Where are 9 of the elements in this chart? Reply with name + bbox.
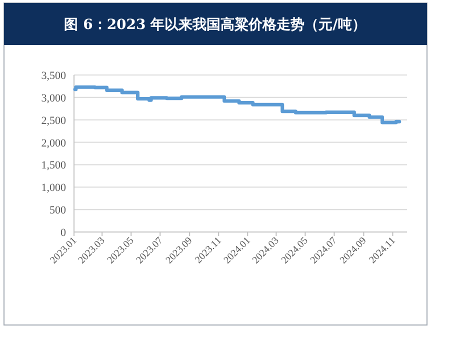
y-tick-label: 1,500 — [41, 160, 66, 172]
y-tick-label: 3,000 — [41, 92, 66, 104]
y-tick-label: 0 — [60, 227, 66, 239]
y-tick-label: 2,500 — [41, 114, 66, 127]
y-tick-label: 500 — [50, 204, 66, 217]
y-tick-label: 2,000 — [41, 137, 66, 150]
y-tick-label: 1,000 — [41, 182, 66, 194]
y-tick-label: 3,500 — [41, 70, 66, 82]
chart-title: 图 6：2023 年以来我国高粱价格走势（元/吨） — [64, 16, 366, 33]
